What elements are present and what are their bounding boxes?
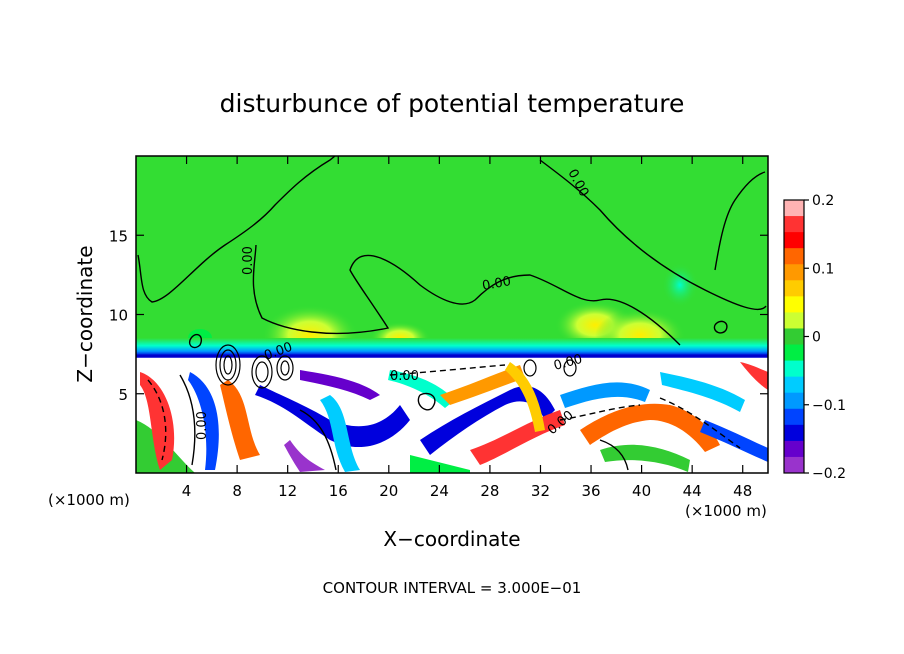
colorbar-tick-label: −0.2 [812,466,846,482]
colorbar-swatch [784,424,804,442]
colorbar-swatch [784,248,804,265]
colorbar-tick-label: −0.1 [812,398,846,414]
x-unit-label-left: (×1000 m) [48,491,130,509]
colorbar-tick-label: 0 [812,330,821,346]
contour-interval-caption: CONTOUR INTERVAL = 3.000E−01 [323,579,582,597]
colorbar: 0.2 0.1 0 −0.1 −0.2 [783,193,846,482]
x-tick-label: 4 [182,482,192,500]
y-axis: 5 10 15 [109,227,768,404]
y-tick-label: 5 [118,386,128,404]
colorbar-swatch [784,344,804,362]
x-axis: 4 8 12 16 20 24 28 32 36 40 44 48 [182,156,752,500]
y-tick-label: 10 [109,307,128,325]
contour-label: 0.00 [481,274,512,294]
colorbar-tick-label: 0.1 [812,261,834,277]
contour-label: 0.00 [241,246,256,275]
x-axis-label: X−coordinate [383,527,520,551]
colorbar-swatch [784,392,804,410]
colorbar-swatch [784,440,804,458]
colorbar-swatch [784,360,804,378]
x-unit-label-right: (×1000 m) [685,502,767,520]
colorbar-swatch [784,408,804,426]
colorbar-swatch [784,312,804,329]
lower-turbulent-layer [136,358,768,473]
contour-label: 0.00 [390,369,419,384]
x-tick-label: 28 [480,482,499,500]
x-tick-label: 48 [733,482,752,500]
colorbar-swatch [784,280,804,297]
x-tick-label: 8 [232,482,242,500]
contour-label: 0.00 [552,352,584,374]
x-tick-label: 20 [379,482,398,500]
colorbar-swatch [784,296,804,313]
colorbar-swatch [784,216,804,233]
colorbar-swatch [784,328,804,346]
x-tick-label: 40 [632,482,651,500]
x-tick-label: 32 [531,482,550,500]
x-tick-label: 16 [329,482,348,500]
colorbar-swatch [784,200,804,217]
colorbar-swatch [784,264,804,281]
y-tick-label: 15 [109,227,128,245]
colorbar-swatch [784,232,804,249]
x-tick-label: 24 [430,482,449,500]
contour-lines [137,156,767,471]
chart-title: disturbunce of potential temperature [220,89,685,118]
contour-rings [215,344,577,389]
x-tick-label: 44 [683,482,702,500]
y-axis-label: Z−coordinate [73,245,97,382]
x-tick-label: 12 [278,482,297,500]
colorbar-swatch [784,376,804,394]
x-tick-label: 36 [581,482,600,500]
colorbar-swatch [784,456,804,474]
colorbar-tick-label: 0.2 [812,193,834,209]
contour-label: 0.00 [195,411,210,440]
plot-area [136,156,768,473]
